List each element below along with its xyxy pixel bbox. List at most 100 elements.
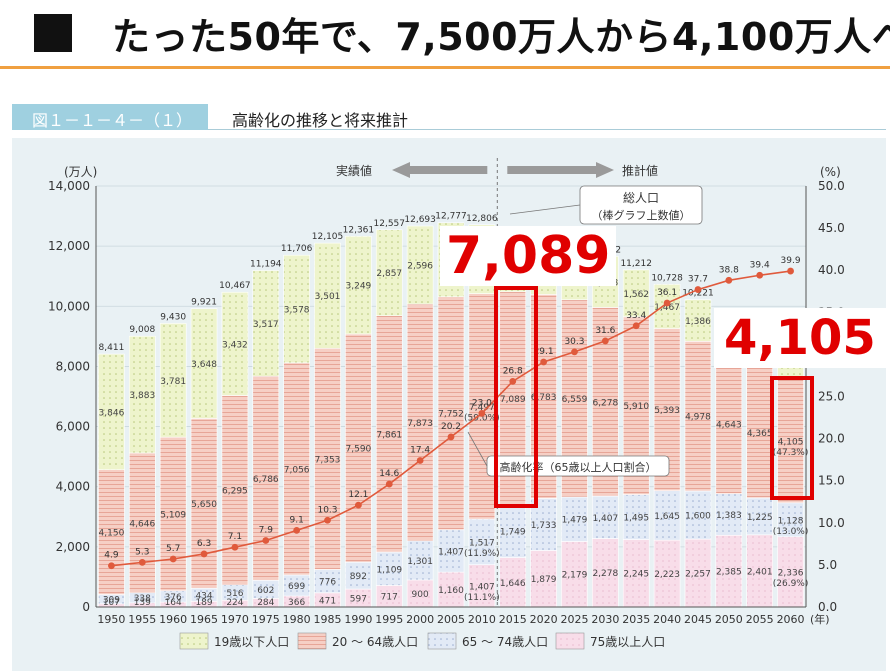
total-label: 12,361 bbox=[343, 225, 375, 235]
bar-segment bbox=[345, 561, 372, 590]
aging-rate-point bbox=[416, 457, 424, 464]
bar-segment bbox=[252, 375, 280, 581]
bar-value-label: 434 bbox=[195, 591, 212, 601]
total-note-line1: 総人口 bbox=[623, 191, 659, 205]
aging-rate-label: 38.8 bbox=[719, 265, 739, 275]
bar-value-label: 1,645 bbox=[654, 512, 680, 522]
callout-2015-value: 7,089 bbox=[440, 226, 617, 286]
bar-value-label: 1,562 bbox=[623, 290, 649, 300]
y-axis-unit: (万人) bbox=[64, 165, 97, 179]
bar-value-label: 1,160 bbox=[438, 586, 464, 596]
arrow-right-icon bbox=[507, 162, 614, 178]
aging-note-leader bbox=[467, 431, 488, 467]
bar-value-label: 1,407 bbox=[469, 582, 495, 592]
bar-segment bbox=[684, 299, 712, 342]
aging-rate-label: 29.1 bbox=[534, 347, 554, 357]
aging-rate-point bbox=[540, 358, 548, 366]
figure-header-rule bbox=[208, 129, 886, 130]
y-tick-label: 2,000 bbox=[56, 540, 90, 554]
bar-value-label: 5,109 bbox=[160, 510, 186, 520]
bar-value-label: 1,407 bbox=[592, 514, 618, 524]
bar-segment bbox=[468, 564, 496, 608]
aging-rate-point bbox=[632, 322, 640, 330]
figure-label-tab: 図１－１－４－（１） bbox=[12, 104, 208, 130]
y-right-tick-label: 15.0 bbox=[818, 474, 845, 488]
x-tick-label: 2035 bbox=[622, 613, 650, 626]
bar-value-label: 139 bbox=[134, 598, 151, 608]
bar-value-label: 1,495 bbox=[623, 514, 649, 524]
total-label: 9,008 bbox=[129, 325, 155, 335]
x-tick-label: 1995 bbox=[375, 613, 403, 626]
aging-rate-label: 14.6 bbox=[379, 469, 399, 479]
share-label: (59.0%) bbox=[464, 413, 500, 423]
bar-value-label: 7,497 bbox=[469, 403, 495, 413]
bar-segment bbox=[530, 550, 557, 608]
bar-segment bbox=[437, 529, 465, 573]
bar-value-label: 1,879 bbox=[531, 575, 557, 585]
bar-segment bbox=[375, 551, 403, 586]
bar-value-label: 7,590 bbox=[346, 445, 372, 455]
bar-segment bbox=[499, 504, 527, 558]
x-tick-label: 2020 bbox=[530, 613, 558, 626]
legend-swatch bbox=[179, 632, 209, 650]
legend-label: 65 ～ 74歳人口 bbox=[462, 635, 548, 649]
y-right-tick-label: 45.0 bbox=[818, 221, 845, 235]
total-label: 8,411 bbox=[99, 343, 125, 353]
aging-rate-point bbox=[663, 299, 671, 307]
bar-value-label: 516 bbox=[226, 589, 243, 599]
bar-value-label: 2,223 bbox=[654, 570, 680, 580]
axes-layer: 0 2,000 4,000 6,000 8,000 10,000 12,000 14,000 0… bbox=[48, 165, 845, 626]
x-tick-label: 1975 bbox=[252, 613, 280, 626]
share-label: (26.9%) bbox=[773, 579, 809, 589]
y-right-tick-label: 10.0 bbox=[818, 516, 845, 530]
aging-rate-point bbox=[200, 550, 208, 558]
total-label: 10,467 bbox=[219, 281, 251, 291]
bar-segment bbox=[345, 333, 372, 563]
aging-rate-point bbox=[447, 433, 455, 441]
y-right-tick-label: 50.0 bbox=[818, 179, 845, 193]
bar-segment bbox=[190, 308, 218, 419]
bar-segment bbox=[499, 557, 527, 608]
bar-value-label: 6,559 bbox=[562, 395, 588, 405]
x-tick-label: 1980 bbox=[283, 613, 311, 626]
aging-rate-label: 23.0 bbox=[472, 398, 492, 408]
x-tick-label: 1965 bbox=[190, 613, 218, 626]
bar-segment bbox=[653, 284, 681, 329]
bar-segment bbox=[592, 538, 619, 608]
bar-value-label: 699 bbox=[288, 582, 305, 592]
bar-segment bbox=[561, 496, 588, 542]
bar-value-label: 224 bbox=[226, 598, 243, 608]
aging-rate-point bbox=[787, 267, 794, 275]
x-tick-label: 2000 bbox=[406, 613, 434, 626]
aging-rate-label: 39.4 bbox=[750, 260, 770, 270]
aging-rate-point bbox=[108, 562, 115, 570]
bar-value-label: 1,646 bbox=[500, 579, 526, 589]
aging-rate-point bbox=[478, 409, 486, 417]
bar-value-label: 309 bbox=[103, 596, 120, 606]
aging-rate-point bbox=[262, 537, 270, 544]
bar-value-label: 284 bbox=[257, 598, 274, 608]
bar-segment bbox=[684, 490, 712, 540]
bar-value-label: 6,295 bbox=[222, 487, 248, 497]
aging-rate-label: 4.9 bbox=[104, 551, 119, 561]
bar-segment bbox=[715, 493, 743, 536]
y-tick-label: 14,000 bbox=[48, 179, 90, 193]
bar-segment bbox=[468, 293, 496, 520]
callout-2060-value: 4,105 bbox=[714, 308, 886, 368]
bar-value-label: 1,301 bbox=[407, 557, 433, 567]
aging-rate-point bbox=[601, 337, 609, 345]
x-tick-label: 1985 bbox=[314, 613, 342, 626]
x-axis-unit: (年) bbox=[810, 612, 830, 626]
bar-segment bbox=[159, 436, 187, 592]
bar-value-label: 7,056 bbox=[284, 465, 310, 475]
slide-title-bar: たった50年で、7,500万人から4,100万人へ bbox=[0, 0, 890, 66]
total-note-line2: （棒グラフ上数値） bbox=[592, 208, 691, 222]
bar-segment bbox=[314, 242, 341, 349]
bar-segment bbox=[777, 379, 804, 504]
bar-value-label: 1,600 bbox=[685, 512, 711, 522]
bar-segment bbox=[190, 418, 218, 589]
y-tick-label: 0 bbox=[82, 600, 90, 614]
aging-rate-label: 33.4 bbox=[626, 311, 646, 321]
figure-label: 図１－１－４－（１） bbox=[32, 111, 193, 130]
